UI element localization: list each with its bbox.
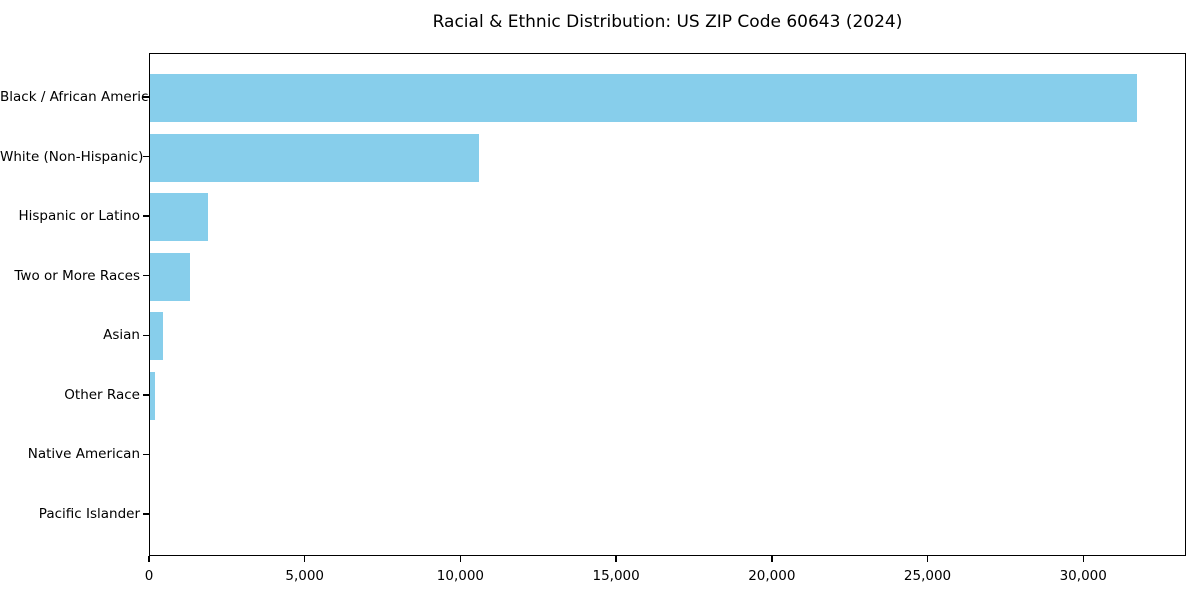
y-axis-label: Hispanic or Latino	[18, 208, 140, 225]
y-tick	[143, 215, 149, 217]
y-axis-label: Native American	[27, 446, 140, 463]
y-tick	[143, 275, 149, 277]
x-tick	[1082, 556, 1084, 562]
x-tick	[615, 556, 617, 562]
chart-title: Racial & Ethnic Distribution: US ZIP Cod…	[432, 12, 903, 32]
bar	[150, 371, 155, 420]
bar	[150, 252, 191, 301]
x-tick	[459, 556, 462, 562]
y-tick	[143, 513, 149, 515]
y-tick	[143, 334, 149, 336]
bar	[150, 133, 479, 182]
y-axis-label: Black / African American	[0, 89, 166, 105]
x-tick-label: 25,000	[903, 568, 952, 584]
y-axis-label: Other Race	[64, 386, 140, 403]
y-axis-label: Two or More Races	[14, 267, 140, 284]
plot-area	[149, 53, 1186, 556]
y-axis-label: White (Non-Hispanic)	[0, 148, 144, 165]
y-axis-label: Pacific Islander	[38, 505, 140, 522]
y-tick	[143, 394, 149, 396]
y-axis-label: Asian	[103, 327, 140, 344]
x-tick	[304, 556, 306, 562]
x-tick	[926, 556, 929, 562]
bar	[150, 193, 208, 242]
x-tick	[148, 556, 150, 562]
x-tick-label: 30,000	[1059, 568, 1107, 584]
y-tick	[143, 453, 149, 456]
x-tick-label: 0	[144, 568, 154, 584]
x-tick-label: 15,000	[592, 568, 640, 584]
x-tick-label: 5,000	[285, 568, 325, 584]
x-tick-label: 20,000	[748, 568, 796, 584]
y-tick	[143, 155, 149, 158]
x-tick	[771, 556, 773, 562]
bar	[150, 312, 163, 361]
bar	[150, 74, 1138, 122]
x-tick-label: 10,000	[436, 568, 485, 584]
y-tick	[143, 96, 149, 98]
